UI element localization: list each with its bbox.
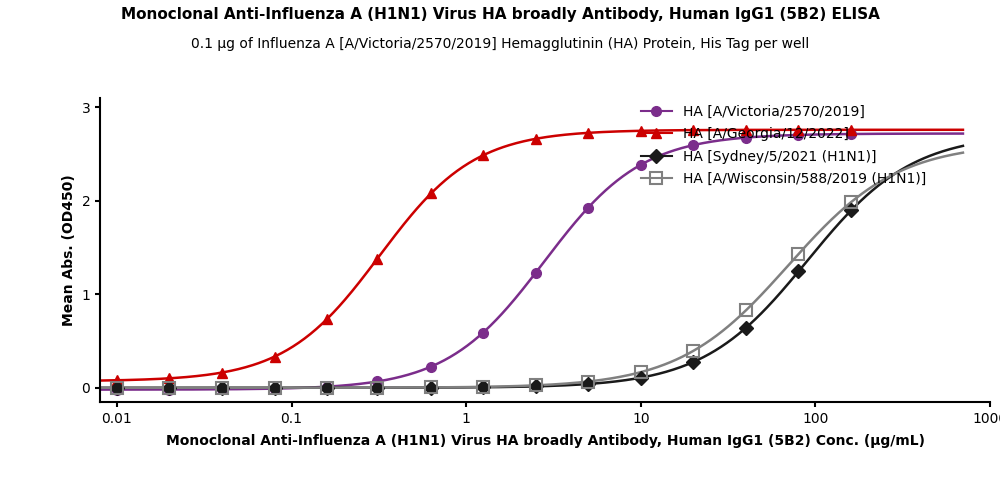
Y-axis label: Mean Abs. (OD450): Mean Abs. (OD450) bbox=[62, 174, 76, 326]
X-axis label: Monoclonal Anti-Influenza A (H1N1) Virus HA broadly Antibody, Human IgG1 (5B2) C: Monoclonal Anti-Influenza A (H1N1) Virus… bbox=[166, 434, 924, 448]
Text: 0.1 μg of Influenza A [A/Victoria/2570/2019] Hemagglutinin (HA) Protein, His Tag: 0.1 μg of Influenza A [A/Victoria/2570/2… bbox=[191, 37, 809, 51]
Legend: HA [A/Victoria/2570/2019], HA [A/Georgia/12/2022], HA [Sydney/5/2021 (H1N1)], HA: HA [A/Victoria/2570/2019], HA [A/Georgia… bbox=[641, 105, 926, 186]
Text: Monoclonal Anti-Influenza A (H1N1) Virus HA broadly Antibody, Human IgG1 (5B2) E: Monoclonal Anti-Influenza A (H1N1) Virus… bbox=[121, 7, 879, 23]
